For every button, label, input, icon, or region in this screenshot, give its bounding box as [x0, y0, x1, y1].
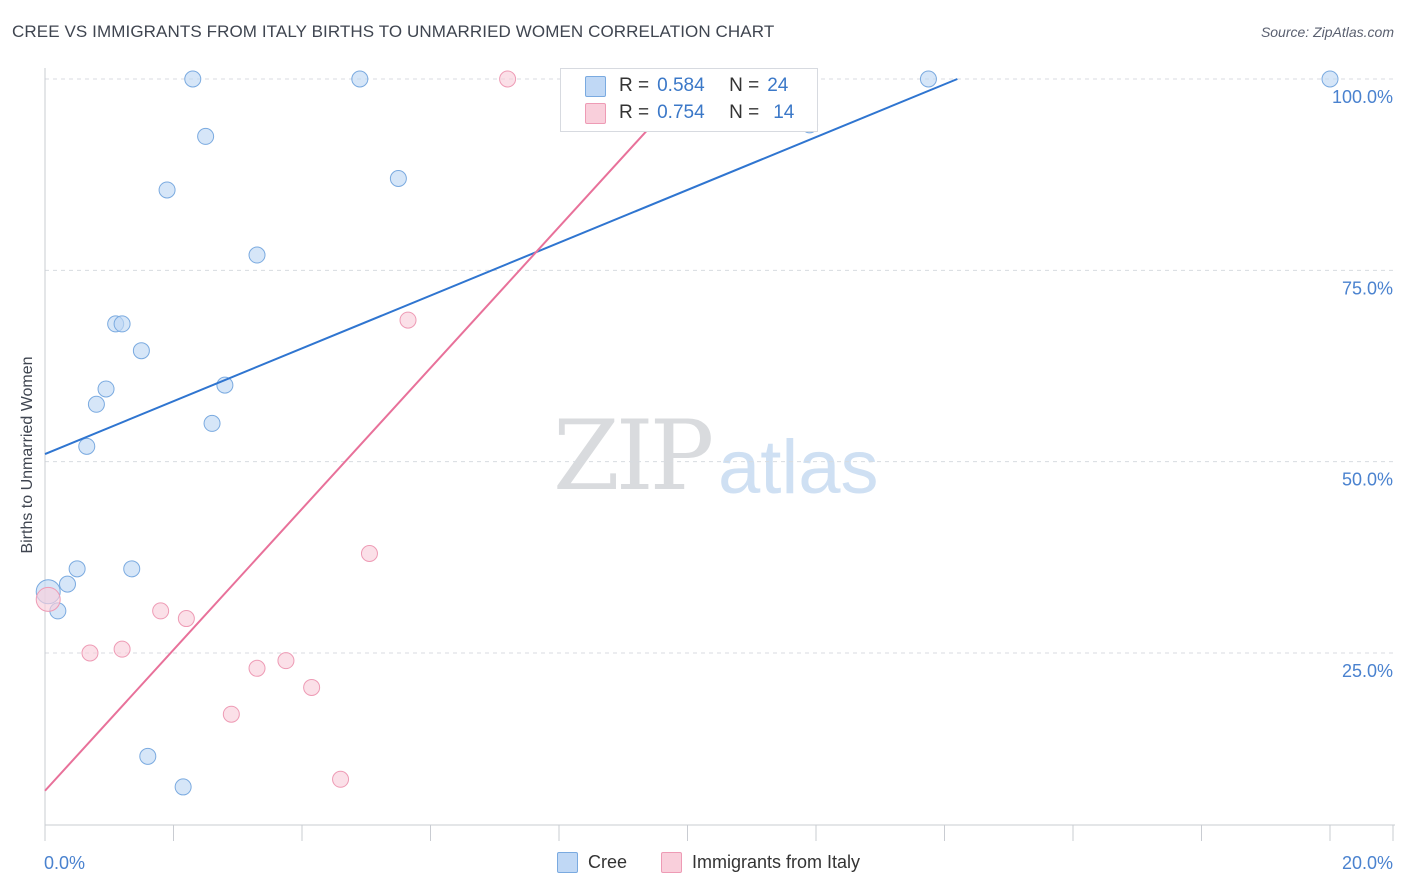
cree-point: [389, 169, 407, 187]
italy-r-value: 0.754: [657, 102, 705, 123]
cree-point: [113, 315, 131, 333]
cree-n-label: N =: [729, 75, 760, 96]
cree-r-label: R =: [619, 75, 650, 96]
cree-point: [919, 70, 937, 88]
italy-point: [81, 644, 99, 662]
chart-title: CREE VS IMMIGRANTS FROM ITALY BIRTHS TO …: [12, 22, 775, 41]
legend-italy-label: Immigrants from Italy: [692, 852, 861, 872]
italy-point: [177, 610, 195, 628]
cree-swatch: [585, 75, 606, 97]
cree-point: [203, 414, 221, 432]
italy-point: [277, 652, 295, 670]
x-tick-label: 0.0%: [44, 853, 85, 873]
legend-row-cree: R = 0.584 N = 24: [585, 74, 789, 98]
cree-point: [132, 342, 150, 360]
cree-point: [197, 127, 215, 145]
cree-point: [97, 380, 115, 398]
cree-trend-line: [44, 78, 958, 455]
cree-point: [78, 437, 96, 455]
legend-item-cree: Cree: [557, 852, 627, 873]
y-tick-label: 25.0%: [1342, 661, 1393, 681]
legend-cree-swatch: [557, 852, 578, 873]
cree-point: [58, 575, 76, 593]
cree-point: [184, 70, 202, 88]
watermark-zip: ZIP: [553, 400, 714, 512]
italy-point: [35, 586, 61, 612]
y-tick-label: 50.0%: [1342, 470, 1393, 490]
legend-row-italy: R = 0.754 N = 14: [585, 101, 795, 125]
italy-point: [332, 770, 350, 788]
cree-point: [158, 181, 176, 199]
cree-point: [351, 70, 369, 88]
italy-trend-line: [44, 78, 695, 792]
italy-point: [248, 659, 266, 677]
italy-n-value: 14: [773, 102, 795, 123]
watermark-atlas: atlas: [718, 425, 879, 510]
y-tick-label: 75.0%: [1342, 278, 1393, 298]
cree-point: [139, 747, 157, 765]
cree-point: [1321, 70, 1339, 88]
cree-point: [123, 560, 141, 578]
italy-point: [222, 705, 240, 723]
cree-point: [68, 560, 86, 578]
italy-point: [303, 678, 321, 696]
italy-point: [152, 602, 170, 620]
italy-point: [499, 70, 517, 88]
italy-point: [113, 640, 131, 658]
source-label: Source: ZipAtlas.com: [1260, 24, 1394, 40]
cree-point: [174, 778, 192, 796]
cree-n-value: 24: [767, 75, 789, 96]
y-tick-label: 100.0%: [1332, 87, 1393, 107]
italy-swatch: [585, 102, 606, 124]
italy-point: [399, 311, 417, 329]
cree-point: [248, 246, 266, 264]
legend-item-italy: Immigrants from Italy: [661, 852, 860, 873]
legend-cree-label: Cree: [588, 852, 628, 872]
cree-point: [87, 395, 105, 413]
legend-italy-swatch: [661, 852, 682, 873]
italy-n-label: N =: [729, 102, 760, 123]
x-tick-label: 20.0%: [1342, 853, 1393, 873]
cree-r-value: 0.584: [657, 75, 705, 96]
italy-r-label: R =: [619, 102, 650, 123]
italy-point: [360, 545, 378, 563]
correlation-legend: R = 0.584 N = 24 R = 0.754 N = 14: [560, 68, 818, 132]
